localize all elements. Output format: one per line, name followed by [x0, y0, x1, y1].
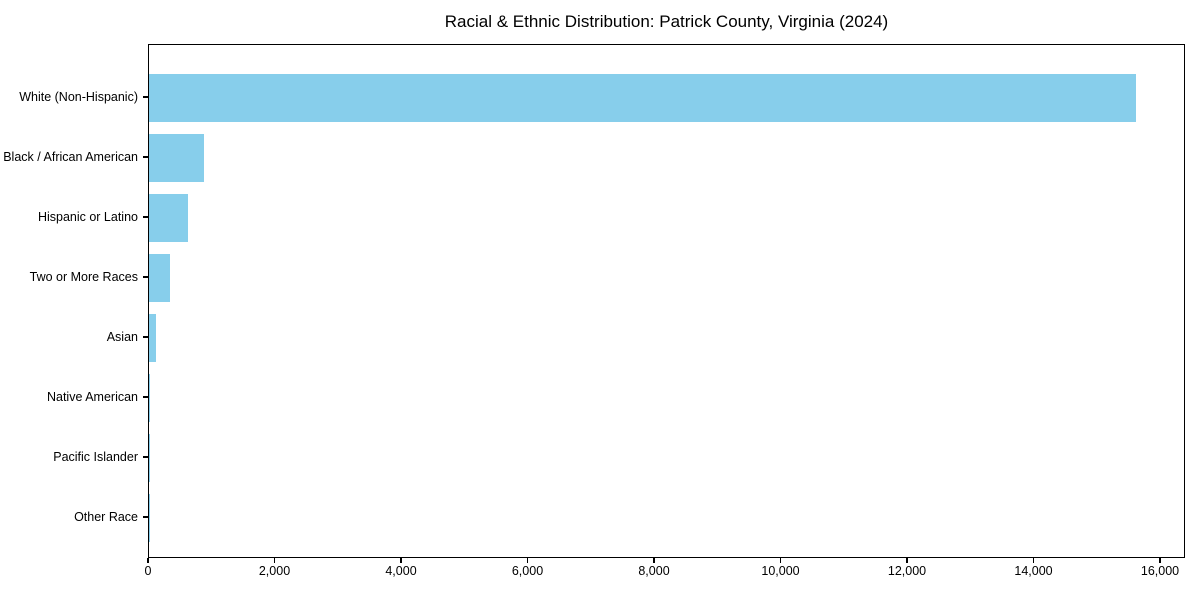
y-tick-mark	[143, 516, 148, 518]
y-tick-mark	[143, 336, 148, 338]
y-tick-label: Pacific Islander	[53, 450, 138, 464]
bar	[149, 194, 189, 242]
x-tick-label: 0	[144, 564, 152, 578]
y-tick-mark	[143, 456, 148, 458]
x-tick-label: 2,000	[258, 564, 291, 578]
x-tick-mark	[400, 558, 402, 563]
y-tick-label: Two or More Races	[29, 270, 138, 284]
x-tick-label: 10,000	[761, 564, 800, 578]
bar	[149, 374, 151, 422]
x-tick-label: 6,000	[511, 564, 544, 578]
bar	[149, 434, 150, 482]
x-tick-mark	[653, 558, 655, 563]
y-tick-label: Other Race	[74, 510, 138, 524]
x-tick-label: 16,000	[1140, 564, 1180, 578]
bar	[149, 314, 156, 362]
x-tick-mark	[526, 558, 529, 563]
x-tick-label: 4,000	[385, 564, 417, 578]
x-tick-label: 14,000	[1014, 564, 1053, 578]
bar	[149, 134, 205, 182]
y-tick-mark	[143, 276, 148, 278]
bar	[149, 74, 1136, 122]
x-tick-mark	[779, 558, 782, 563]
y-tick-label: Asian	[106, 330, 138, 344]
y-tick-mark	[143, 96, 148, 98]
y-tick-label: Hispanic or Latino	[37, 210, 138, 224]
x-tick-mark	[1032, 558, 1035, 563]
y-tick-label: Native American	[46, 390, 138, 404]
x-tick-mark	[147, 558, 149, 563]
y-tick-mark	[143, 396, 148, 398]
y-tick-mark	[143, 216, 148, 218]
x-tick-mark	[273, 558, 276, 563]
y-tick-label: White (Non-Hispanic)	[19, 90, 138, 104]
x-tick-mark	[1159, 558, 1161, 563]
x-tick-label: 8,000	[638, 564, 670, 578]
chart-title: Racial & Ethnic Distribution: Patrick Co…	[444, 12, 889, 31]
x-tick-mark	[906, 558, 908, 563]
y-tick-mark	[143, 156, 148, 158]
y-tick-label: Black / African American	[3, 150, 138, 164]
bar	[149, 254, 170, 302]
x-tick-label: 12,000	[887, 564, 927, 578]
plot-area	[148, 44, 1185, 558]
